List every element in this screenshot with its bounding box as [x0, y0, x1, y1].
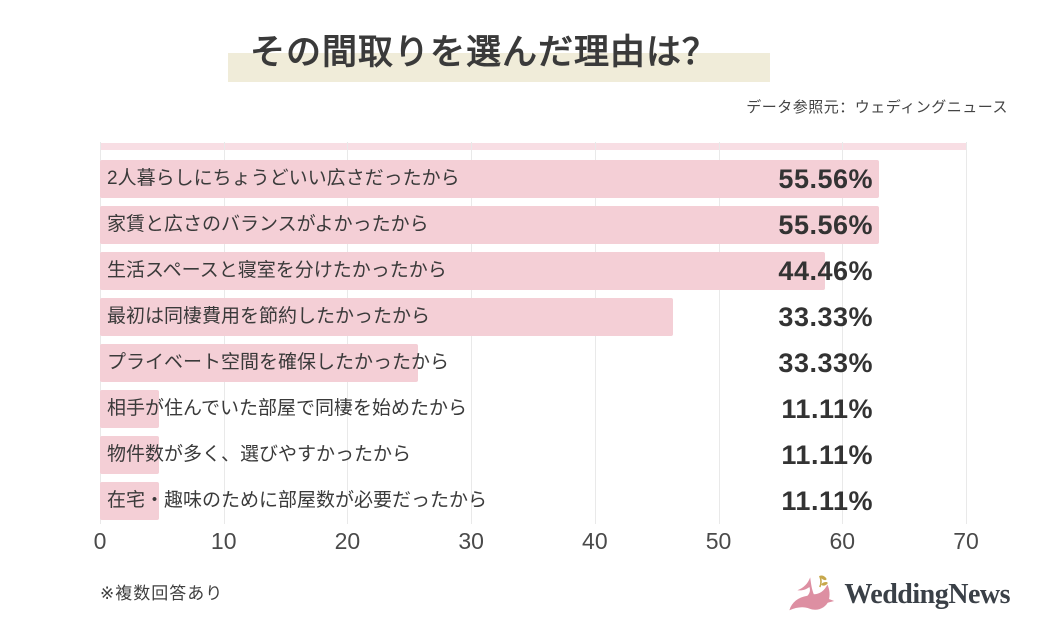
- bar: [100, 206, 880, 244]
- page-title: その間取りを選んだ理由は？: [250, 33, 719, 72]
- bar-row: 最初は同棲費用を節約したかったから 33.33%: [100, 298, 966, 336]
- bar-row: 相手が住んでいた部屋で同棲を始めたから 11.11%: [100, 390, 966, 428]
- gridline-60: [842, 142, 844, 524]
- horizontal-bar-chart: 2人暮らしにちょうどいい広さだったから 55.56% 家賃と広さのバランスがよかった…: [94, 142, 979, 554]
- bar-value-label: 55.56%: [778, 164, 873, 194]
- x-tick-label-20: 20: [334, 528, 361, 554]
- bar-row: 家賃と広さのバランスがよかったから 55.56%: [100, 206, 966, 244]
- bar-row: 在宅・趣味のために部屋数が必要だったから 11.11%: [100, 482, 966, 520]
- bar-row: プライベート空間を確保したかったから 33.33%: [100, 344, 966, 382]
- bar: [100, 436, 159, 474]
- bar-value-label: 11.11%: [781, 486, 873, 516]
- gridline-50: [718, 142, 720, 524]
- bar-value-label: 33.33%: [778, 348, 873, 378]
- bar-value-label: 44.46%: [778, 256, 873, 286]
- bar: [100, 482, 159, 520]
- bar-category-label: 在宅・趣味のために部屋数が必要だったから: [107, 490, 488, 511]
- chart-top-strip: [100, 143, 966, 150]
- bar-row: 2人暮らしにちょうどいい広さだったから 55.56%: [100, 160, 966, 198]
- bar: [100, 252, 825, 290]
- bar-category-label: 生活スペースと寝室を分けたかったから: [107, 260, 447, 281]
- bar-category-label: 最初は同棲費用を節約したかったから: [107, 306, 431, 327]
- bar-category-label: 家賃と広さのバランスがよかったから: [107, 214, 429, 235]
- x-tick-label-0: 0: [93, 528, 107, 554]
- x-tick-label-10: 10: [210, 528, 237, 554]
- title-highlight-band: [228, 53, 770, 82]
- gridline-70: [966, 142, 967, 524]
- bar: [100, 160, 880, 198]
- bar-category-label: 相手が住んでいた部屋で同棲を始めたから: [107, 398, 468, 419]
- bar-value-label: 55.56%: [778, 210, 873, 240]
- bar: [100, 298, 674, 336]
- footnote: ※複数回答あり: [100, 584, 224, 603]
- dove-with-sprig-icon: [789, 575, 835, 611]
- weddingnews-logo: WeddingNews: [783, 572, 1010, 618]
- bar-row: 生活スペースと寝室を分けたかったから 44.46%: [100, 252, 966, 290]
- data-source-credit: データ参照元：ウェディングニュース: [746, 99, 1008, 116]
- bar-category-label: 物件数が多く、選びやすかったから: [107, 444, 412, 465]
- bar-value-label: 11.11%: [781, 394, 873, 424]
- x-tick-label-30: 30: [458, 528, 484, 554]
- bar: [100, 390, 159, 428]
- logo-text: WeddingNews: [844, 579, 1010, 610]
- x-tick-label-50: 50: [705, 528, 732, 554]
- bar-row: 物件数が多く、選びやすかったから 11.11%: [100, 436, 966, 474]
- bar-value-label: 33.33%: [778, 302, 873, 332]
- x-tick-label-60: 60: [829, 528, 856, 554]
- bar-category-label: 2人暮らしにちょうどいい広さだったから: [107, 168, 460, 189]
- x-tick-label-70: 70: [953, 528, 979, 554]
- x-tick-label-40: 40: [582, 528, 608, 554]
- bar-category-label: プライベート空間を確保したかったから: [107, 352, 450, 373]
- bar-value-label: 11.11%: [781, 440, 873, 470]
- bar: [100, 344, 418, 382]
